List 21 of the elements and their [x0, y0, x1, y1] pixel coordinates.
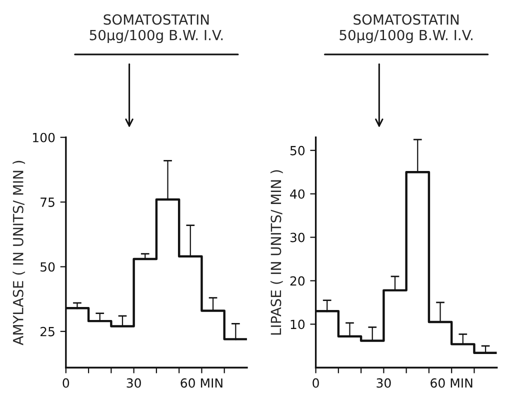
chart-subtitle: 50μg/100g B.W. I.V.: [90, 30, 223, 44]
y-tick-label: 20: [290, 276, 305, 286]
y-tick-label: 30: [290, 232, 305, 242]
y-tick-label: 40: [290, 189, 305, 199]
y-tick-label: 50: [40, 262, 55, 272]
x-tick-label: 60 MIN: [180, 378, 222, 388]
y-tick-label: 25: [40, 326, 54, 336]
x-tick-label: 0: [312, 378, 319, 388]
y-axis-title: LIPASE ( IN UNITS/ MIN ): [270, 170, 283, 335]
chart-subtitle: 50μg/100g B.W. I.V.: [340, 30, 472, 44]
x-tick-label: 0: [62, 378, 70, 388]
y-tick-label: 10: [290, 320, 305, 330]
y-tick-label: 100: [33, 132, 55, 142]
x-tick-label: 30: [376, 378, 391, 388]
chart-title: SOMATOSTATIN: [354, 14, 459, 25]
x-tick-label: 30: [126, 378, 141, 388]
x-tick-label: 60 MIN: [430, 378, 472, 388]
y-tick-label: 50: [290, 146, 305, 156]
chart-title: SOMATOSTATIN: [104, 14, 209, 25]
y-tick-label: 75: [40, 198, 54, 207]
y-axis-title: AMYLASE ( IN UNITS/ MIN ): [12, 160, 26, 346]
